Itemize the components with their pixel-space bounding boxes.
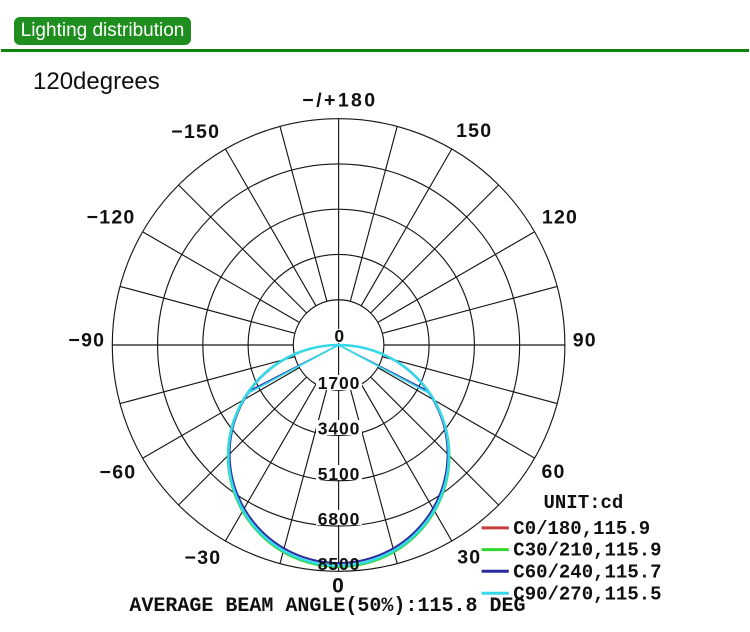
svg-text:C60/240,115.7: C60/240,115.7 — [513, 561, 661, 583]
svg-text:3400: 3400 — [318, 419, 361, 439]
svg-text:0: 0 — [332, 575, 345, 598]
svg-text:−30: −30 — [185, 547, 222, 569]
svg-text:30: 30 — [457, 546, 481, 568]
svg-text:0: 0 — [334, 326, 345, 346]
svg-text:90: 90 — [573, 330, 597, 352]
svg-text:5100: 5100 — [318, 464, 361, 484]
svg-text:150: 150 — [456, 120, 492, 142]
svg-text:1700: 1700 — [318, 373, 361, 393]
svg-text:−/+180: −/+180 — [302, 89, 377, 111]
svg-text:UNIT:cd: UNIT:cd — [544, 492, 624, 514]
svg-text:C90/270,115.5: C90/270,115.5 — [513, 583, 661, 605]
svg-text:−120: −120 — [87, 206, 136, 228]
svg-text:−150: −150 — [171, 121, 220, 143]
svg-text:60: 60 — [541, 461, 565, 483]
svg-text:AVERAGE BEAM ANGLE(50%):115.8: AVERAGE BEAM ANGLE(50%):115.8 DEG — [129, 595, 525, 618]
svg-text:C30/210,115.9: C30/210,115.9 — [513, 540, 661, 562]
svg-text:−90: −90 — [69, 329, 106, 351]
svg-text:6800: 6800 — [318, 509, 361, 529]
svg-text:C0/180,115.9: C0/180,115.9 — [513, 518, 650, 540]
svg-text:8500: 8500 — [318, 554, 361, 574]
svg-text:120: 120 — [542, 207, 578, 229]
svg-text:−60: −60 — [100, 461, 137, 483]
